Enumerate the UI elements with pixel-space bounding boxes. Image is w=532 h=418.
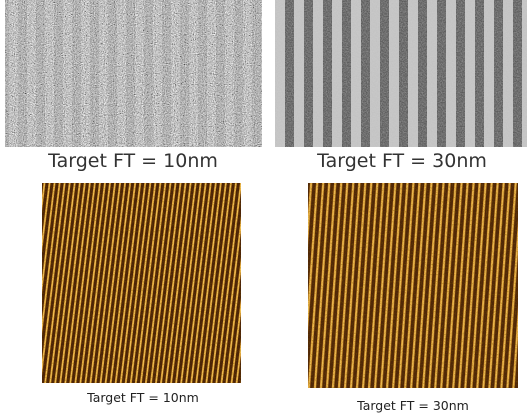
sem-image-10nm [5,0,262,147]
afm-image-30nm [288,163,532,408]
afm-frame [288,163,532,408]
page: Target FT = 10nm Target FT = 30nm Target… [0,0,532,418]
sem-stripes [5,0,262,147]
caption: Target FT = 10nm [86,390,199,405]
caption: Target FT = 30nm [316,150,487,172]
afm-frame [22,163,262,403]
afm-texture [42,183,241,383]
figure: Target FT = 10nm Target FT = 30nm Target… [0,0,532,418]
caption: Target FT = 30nm [356,398,469,413]
sem-texture [275,0,527,147]
sem-image-30nm [275,0,527,147]
afm-texture [308,183,518,388]
caption: Target FT = 10nm [47,150,218,172]
afm-image-10nm [22,163,262,403]
